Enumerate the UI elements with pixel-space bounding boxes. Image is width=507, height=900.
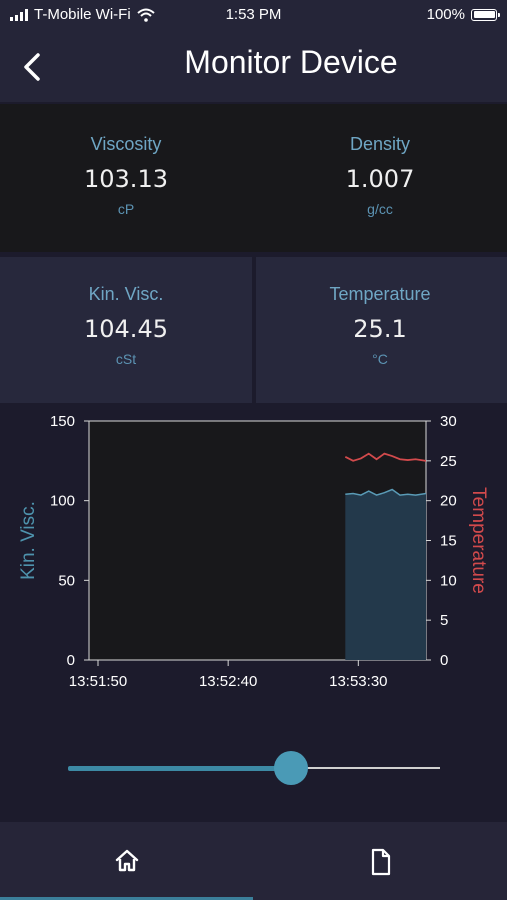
y-right-tick-label: 20 <box>440 493 457 510</box>
metric-unit: cP <box>117 201 135 217</box>
y-right-tick-label: 15 <box>440 533 457 550</box>
x-tick-label: 13:53:30 <box>329 673 387 690</box>
metric-label: Density <box>349 134 411 154</box>
tab-report[interactable] <box>254 822 507 900</box>
carrier-label: T-Mobile Wi-Fi <box>34 6 131 23</box>
tab-active-indicator <box>0 897 253 900</box>
slider-thumb[interactable] <box>274 751 309 785</box>
wifi-icon <box>137 8 155 22</box>
time-range-slider[interactable] <box>68 748 440 788</box>
battery-icon <box>471 8 500 21</box>
y-left-axis-label: Kin. Visc. <box>18 501 39 580</box>
kin-visc-temperature-chart: 0 50 100 150 0 5 10 15 20 25 30 13:51:50 13:52:40 13:… <box>18 413 489 690</box>
kin-visc-area <box>345 489 426 660</box>
battery-percent: 100% <box>426 6 465 23</box>
status-bar: T-Mobile Wi-Fi 1:53 PM 100% <box>0 0 507 30</box>
y-right-tick-label: 0 <box>440 652 448 669</box>
home-icon <box>115 849 139 872</box>
page-title: Monitor Device <box>0 44 507 81</box>
tab-bar <box>0 822 507 900</box>
page-title-text: Monitor Device <box>184 44 398 80</box>
kin-visc-line <box>345 488 427 496</box>
status-right: 100% <box>426 6 500 23</box>
metric-label: Temperature <box>329 284 431 304</box>
metric-value: 25.1 <box>353 315 407 343</box>
metric-label: Viscosity <box>90 134 162 154</box>
metric-density: Density 1.007 g/cc <box>280 134 480 217</box>
chart-panel: 0 50 100 150 0 5 10 15 20 25 30 13:51:50 13:52:40 13:… <box>0 405 507 820</box>
metric-unit: g/cc <box>367 201 393 217</box>
nav-bar: Monitor Device <box>0 30 507 102</box>
y-left-tick-label: 150 <box>50 413 75 430</box>
metrics-row-top: Viscosity 103.13 cP Density 1.007 g/cc <box>0 104 507 252</box>
y-right-tick-label: 5 <box>440 612 448 629</box>
back-button[interactable] <box>18 46 48 86</box>
tab-home[interactable] <box>0 822 253 900</box>
y-left-tick-label: 0 <box>67 652 75 669</box>
status-left: T-Mobile Wi-Fi <box>10 6 155 23</box>
chevron-left-icon <box>24 53 40 81</box>
metric-value: 103.13 <box>84 165 168 193</box>
slider-track-filled <box>68 766 292 771</box>
status-time: 1:53 PM <box>225 6 282 23</box>
temperature-line <box>344 452 427 462</box>
y-right-tick-label: 10 <box>440 572 457 589</box>
metric-temperature: Temperature 25.1 °C <box>280 284 480 367</box>
signal-icon <box>10 8 28 21</box>
metric-value: 1.007 <box>345 165 415 193</box>
x-tick-label: 13:51:50 <box>69 673 127 690</box>
metric-card-temperature: Temperature 25.1 °C <box>256 257 507 403</box>
x-tick-label: 13:52:40 <box>199 673 257 690</box>
metric-unit: cSt <box>115 351 137 367</box>
metric-value: 104.45 <box>84 315 168 343</box>
y-left-tick-label: 100 <box>50 493 75 510</box>
metric-kin-visc: Kin. Visc. 104.45 cSt <box>26 284 226 367</box>
document-icon <box>371 848 391 876</box>
y-left-tick-label: 50 <box>58 572 75 589</box>
metric-viscosity: Viscosity 103.13 cP <box>26 134 226 217</box>
metric-unit: °C <box>372 351 388 367</box>
y-right-axis-label: Temperature <box>468 487 489 594</box>
y-right-tick-label: 25 <box>440 453 457 470</box>
metric-label: Kin. Visc. <box>88 284 164 304</box>
y-right-tick-label: 30 <box>440 413 457 430</box>
metric-card-kin-visc: Kin. Visc. 104.45 cSt <box>0 257 252 403</box>
slider-track-empty <box>291 767 440 769</box>
